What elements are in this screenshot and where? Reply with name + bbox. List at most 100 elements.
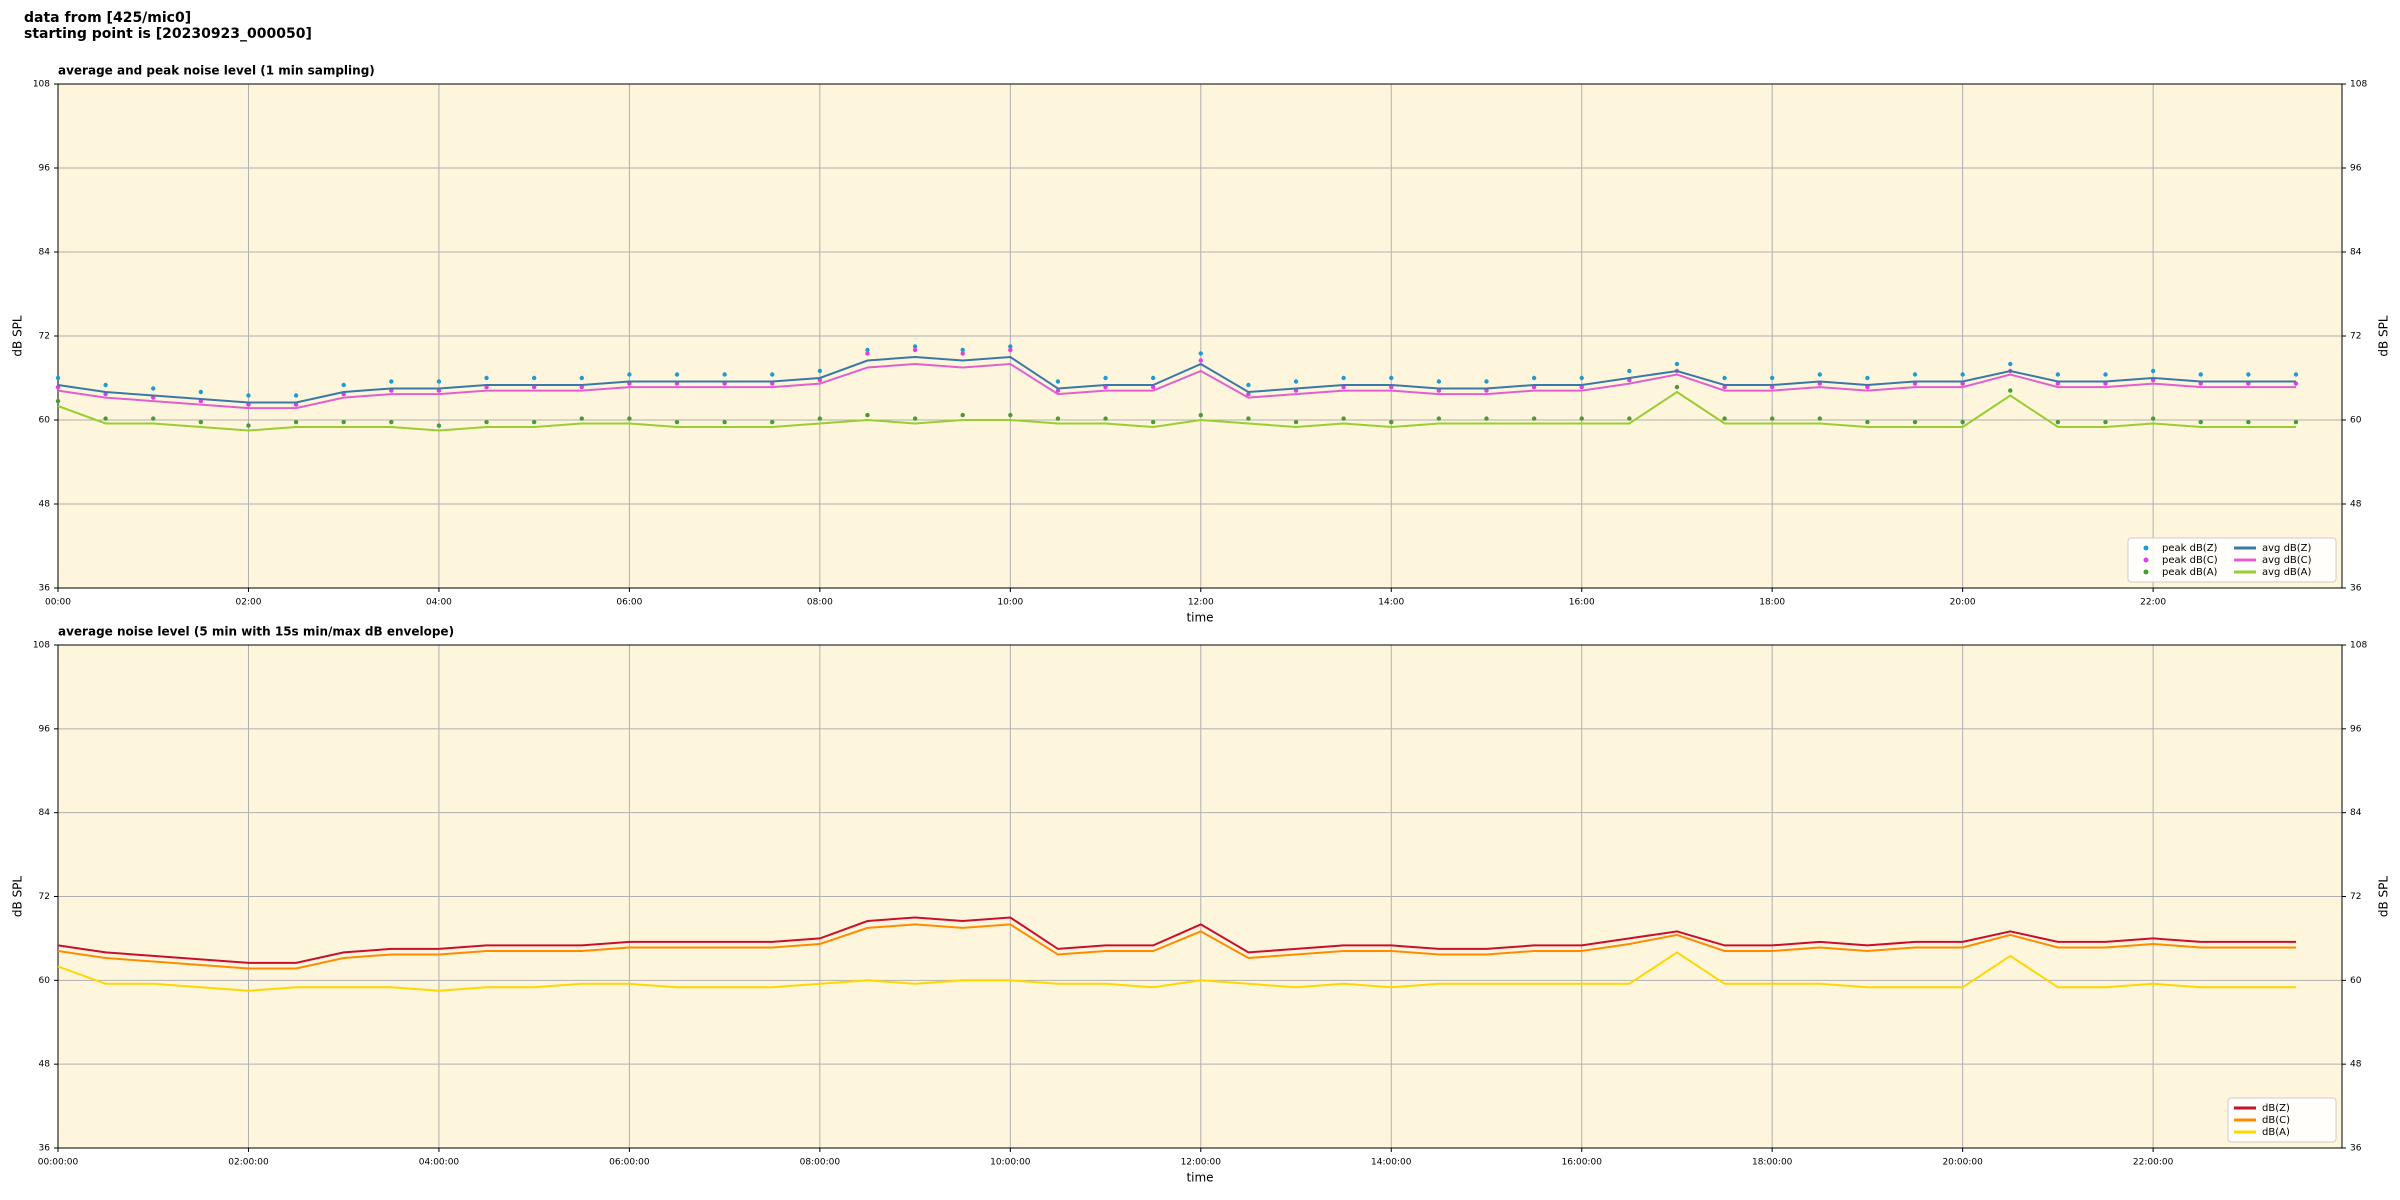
peak-dot xyxy=(674,372,680,377)
peak-dot xyxy=(1436,416,1442,421)
y-tick-label: 36 xyxy=(39,584,51,594)
peak-dot xyxy=(722,372,727,377)
x-tick-label: 20:00:00 xyxy=(1942,1158,1983,1168)
y-tick-label: 48 xyxy=(39,1060,51,1070)
peak-dot xyxy=(865,347,870,353)
peak-dot xyxy=(1627,416,1632,421)
peak-dot xyxy=(865,412,870,418)
peak-dot xyxy=(1674,384,1680,390)
x-tick-label: 06:00 xyxy=(616,598,642,608)
peak-dot xyxy=(2150,416,2156,421)
peak-dot xyxy=(55,398,61,404)
peak-dot xyxy=(1484,416,1489,421)
peak-dot xyxy=(2055,372,2061,377)
peak-dot xyxy=(1674,361,1680,367)
peak-dot xyxy=(1531,416,1537,421)
peak-dot xyxy=(1293,419,1299,425)
y-tick-label-right: 84 xyxy=(2350,248,2362,258)
peak-dot xyxy=(1246,391,1251,397)
peak-dot xyxy=(531,375,537,381)
y-axis-label: dB SPL xyxy=(11,315,25,357)
peak-dot xyxy=(770,372,775,377)
peak-dot xyxy=(2008,361,2013,367)
y-tick-label-right: 108 xyxy=(2350,80,2367,90)
legend-label: dB(A) xyxy=(2262,1127,2290,1138)
peak-dot xyxy=(2103,419,2108,425)
peak-dot xyxy=(103,416,108,421)
peak-dot xyxy=(1769,375,1775,381)
x-tick-label: 08:00:00 xyxy=(800,1158,841,1168)
legend-label: avg dB(C) xyxy=(2262,555,2312,566)
x-tick-label: 04:00 xyxy=(426,598,452,608)
peak-dot xyxy=(55,375,61,381)
y-tick-label: 108 xyxy=(33,80,50,90)
x-tick-label: 06:00:00 xyxy=(609,1158,650,1168)
y-tick-label-right: 96 xyxy=(2350,164,2362,174)
legend-label: peak dB(C) xyxy=(2162,555,2218,566)
peak-dot xyxy=(484,375,489,381)
peak-dot xyxy=(960,351,965,356)
peak-dot xyxy=(1817,372,1823,377)
peak-dot xyxy=(770,419,775,425)
peak-dot xyxy=(2198,419,2203,425)
x-tick-label: 12:00 xyxy=(1188,598,1214,608)
y-tick-label-right: 60 xyxy=(2350,416,2362,426)
x-tick-label: 16:00 xyxy=(1569,598,1595,608)
peak-dot xyxy=(1579,375,1584,381)
series-line xyxy=(57,362,2296,410)
legend-label: peak dB(Z) xyxy=(2162,543,2218,554)
legend-marker xyxy=(2143,545,2149,551)
peak-dot xyxy=(865,351,870,356)
x-tick-label: 10:00:00 xyxy=(990,1158,1031,1168)
x-tick-label: 02:00:00 xyxy=(228,1158,269,1168)
x-tick-label: 10:00 xyxy=(997,598,1023,608)
peak-dot xyxy=(1912,372,1918,377)
peak-dot xyxy=(2150,368,2156,374)
peak-dot xyxy=(1055,388,1061,393)
peak-dot xyxy=(1531,375,1537,381)
chart-title: average and peak noise level (1 min samp… xyxy=(58,64,375,78)
x-tick-label: 18:00 xyxy=(1759,598,1785,608)
series-line xyxy=(57,355,2296,404)
x-tick-label: 02:00 xyxy=(235,598,261,608)
peak-dot xyxy=(1722,375,1727,381)
peak-dot xyxy=(341,419,346,425)
peak-dot xyxy=(531,419,537,425)
peak-dot xyxy=(1008,347,1013,353)
y-axis-label-right: dB SPL xyxy=(2377,315,2391,357)
y-tick-label: 36 xyxy=(39,1144,51,1154)
peak-dot xyxy=(817,416,823,421)
peak-dot xyxy=(1008,344,1013,349)
y-tick-label-right: 72 xyxy=(2350,892,2361,902)
y-tick-label-right: 48 xyxy=(2350,1060,2362,1070)
x-tick-label: 18:00:00 xyxy=(1752,1158,1793,1168)
legend-label: avg dB(Z) xyxy=(2262,543,2312,554)
x-tick-label: 08:00 xyxy=(807,598,833,608)
peak-dot xyxy=(960,412,965,418)
peak-dot xyxy=(2246,372,2251,377)
y-tick-label: 108 xyxy=(33,641,50,651)
legend-label: peak dB(A) xyxy=(2162,567,2218,578)
series-line xyxy=(57,916,2296,964)
peak-dot xyxy=(1960,419,1965,425)
y-tick-label: 48 xyxy=(39,500,51,510)
peak-dot xyxy=(103,382,108,388)
series-line xyxy=(57,390,2296,432)
x-tick-label: 20:00 xyxy=(1950,598,1976,608)
peak-dot xyxy=(579,375,584,381)
series-line xyxy=(57,951,2296,992)
x-tick-label: 14:00:00 xyxy=(1371,1158,1412,1168)
plot-frame xyxy=(57,644,2343,1149)
peak-dot xyxy=(1103,375,1108,381)
peak-dot xyxy=(2055,419,2061,425)
peak-dot xyxy=(1055,416,1061,421)
peak-dot xyxy=(1389,375,1394,381)
peak-dot xyxy=(1246,416,1251,421)
peak-dot xyxy=(912,416,918,421)
peak-dot xyxy=(1055,379,1061,384)
peak-dot xyxy=(389,379,394,384)
peak-dot xyxy=(1769,416,1775,421)
peak-dot xyxy=(1341,375,1346,381)
y-tick-label: 72 xyxy=(39,332,50,342)
